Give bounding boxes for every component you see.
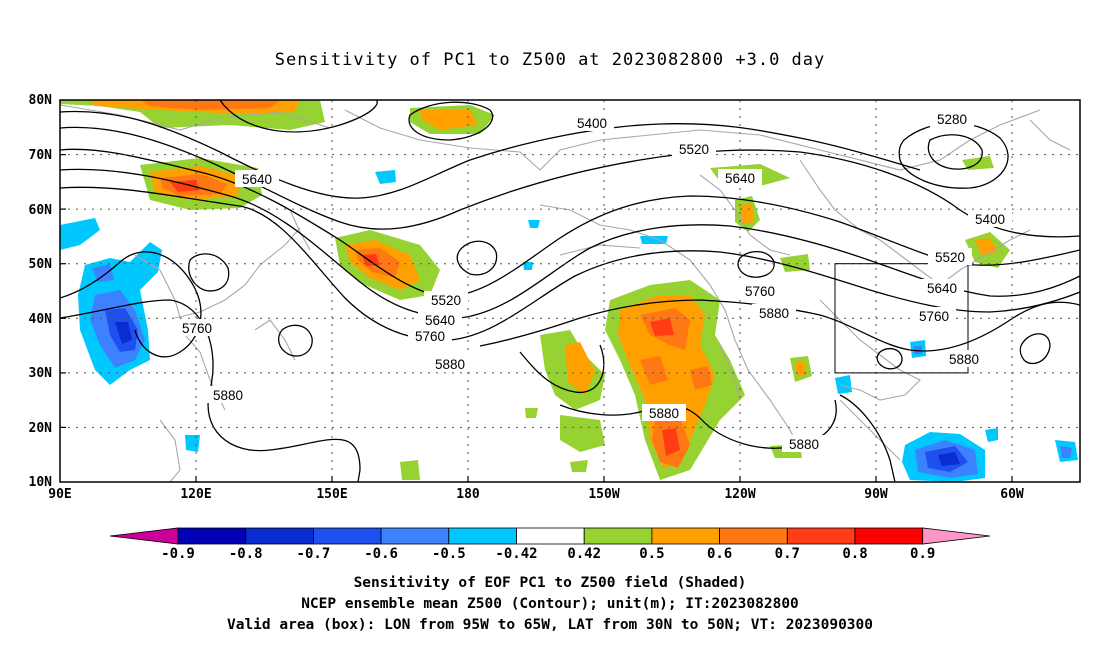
svg-text:5880: 5880 [949,352,979,367]
contour-label: 5520 [672,140,716,157]
colorbar-cell [922,527,991,545]
contour-label: 5520 [928,248,972,265]
lat-label: 30N [29,366,53,381]
colorbar-label: 0.5 [639,546,664,562]
svg-text:5880: 5880 [435,357,465,372]
contour-label: 5880 [942,350,986,367]
svg-text:5880: 5880 [213,388,243,403]
svg-text:5520: 5520 [935,250,965,265]
lat-label: 20N [29,421,53,436]
colorbar-label: -0.9 [161,546,195,562]
lon-label: 180 [456,487,480,502]
contour-label: 5640 [418,311,462,328]
colorbar-label: 0.42 [567,546,601,562]
colorbar-label: -0.42 [495,546,537,562]
svg-text:5520: 5520 [679,142,709,157]
lat-label: 60N [29,203,53,218]
caption-line-valid-area: Valid area (box): LON from 95W to 65W, L… [226,617,873,633]
valid-area-box [834,263,969,374]
colorbar-cell [719,527,788,545]
colorbar-label: 0.9 [910,546,935,562]
map-panel: 5280 5400 5400 5520 5520 5520 5640 5640 … [29,93,1081,562]
lon-label: 150W [588,487,619,502]
colorbar-label: 0.8 [842,546,867,562]
colorbar-cell [516,527,585,545]
colorbar-cell [109,527,179,545]
colorbar-labels: -0.9 -0.8 -0.7 -0.6 -0.5 -0.42 0.42 0.5 … [161,546,935,562]
contour-label: 5760 [738,282,782,299]
lon-label: 90E [48,487,71,502]
latitude-labels: 80N 70N 60N 50N 40N 30N 20N 10N [29,93,53,490]
svg-text:5400: 5400 [975,212,1005,227]
contour-label: 5640 [920,279,964,296]
caption: Sensitivity of EOF PC1 to Z500 field (Sh… [0,573,1100,636]
lat-label: 10N [29,475,53,490]
svg-text:5880: 5880 [649,406,679,421]
coastlines [60,104,1071,482]
sensitivity-shading [60,100,1078,482]
contour-label: 5760 [912,307,956,324]
contour-labels: 5280 5400 5400 5520 5520 5520 5640 5640 … [175,110,1012,452]
caption-line-shaded: Sensitivity of EOF PC1 to Z500 field (Sh… [353,575,747,591]
svg-text:5280: 5280 [937,112,967,127]
svg-text:5760: 5760 [745,284,775,299]
svg-text:5640: 5640 [725,171,755,186]
colorbar-label: -0.6 [364,546,398,562]
contour-label: 5880 [752,304,796,321]
svg-text:5760: 5760 [182,321,212,336]
map-frame [59,99,1081,483]
contour-label: 5640 [235,170,279,187]
chart-title: Sensitivity of PC1 to Z500 at 2023082800… [274,50,826,70]
svg-text:5400: 5400 [577,116,607,131]
lon-label: 150E [316,487,347,502]
svg-text:5640: 5640 [425,313,455,328]
colorbar-label: -0.5 [432,546,466,562]
longitude-labels: 90E 120E 150E 180 150W 120W 90W 60W [48,487,1024,502]
lon-label: 120E [180,487,211,502]
contour-label: 5520 [424,291,468,308]
colorbar-cell [786,527,856,545]
svg-text:5880: 5880 [759,306,789,321]
lat-label: 40N [29,312,53,327]
contour-label: 5760 [408,327,452,344]
lat-label: 80N [29,93,53,108]
colorbar-label: -0.7 [297,546,331,562]
contour-label: 5880 [642,404,686,421]
tick-marks [60,154,1013,482]
colorbar-cell [651,527,721,545]
lat-label: 70N [29,148,53,163]
lon-label: 90W [864,487,888,502]
contour-label: 5880 [206,386,250,403]
svg-text:5760: 5760 [919,309,949,324]
svg-text:5520: 5520 [431,293,461,308]
contour-label: 5640 [718,169,762,186]
svg-text:5640: 5640 [927,281,957,296]
colorbar-cell [583,527,653,545]
lat-label: 50N [29,257,53,272]
contour-label: 5880 [428,355,472,372]
caption-line-contour: NCEP ensemble mean Z500 (Contour); unit(… [301,596,799,612]
contour-label: 5280 [930,110,974,127]
colorbar-cell [380,527,450,545]
colorbar [109,527,991,545]
colorbar-cell [312,527,382,545]
svg-text:5760: 5760 [415,329,445,344]
colorbar-cell [177,527,247,545]
contour-label: 5400 [570,114,614,131]
contour-label: 5880 [782,435,826,452]
colorbar-cell [854,527,924,545]
svg-text:5880: 5880 [789,437,819,452]
contour-label: 5760 [175,319,219,336]
lon-label: 60W [1000,487,1024,502]
colorbar-label: -0.8 [229,546,263,562]
colorbar-cell [245,527,314,545]
lon-label: 120W [724,487,755,502]
colorbar-label: 0.6 [707,546,732,562]
colorbar-label: 0.7 [775,546,800,562]
contour-label: 5400 [968,210,1012,227]
svg-text:5640: 5640 [242,172,272,187]
colorbar-cell [448,527,517,545]
